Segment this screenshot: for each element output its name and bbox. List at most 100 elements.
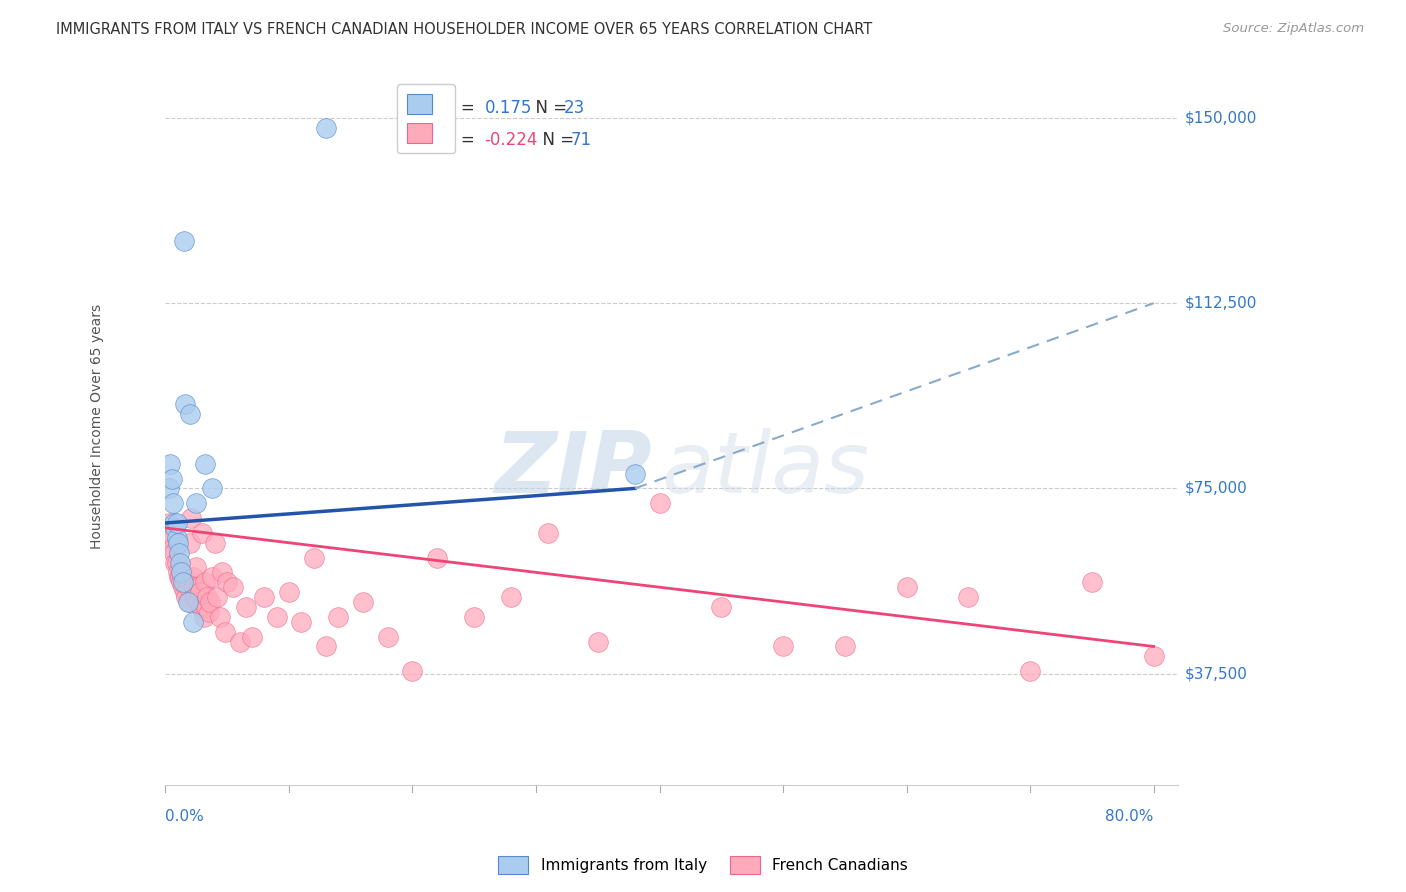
Point [352,595,374,609]
Point [166,566,188,580]
Text: $75,000: $75,000 [1185,481,1247,496]
Point [197,590,219,604]
Point [648,496,671,510]
Point [187,580,209,594]
Point [172,575,194,590]
Point [302,550,325,565]
Text: R =: R = [444,99,479,117]
Point [183,580,205,594]
Point [166,535,188,549]
Point [163,516,186,530]
Point [463,610,485,624]
Point [179,407,201,421]
Point [176,580,198,594]
Point [194,575,217,590]
Point [201,482,224,496]
Point [253,590,276,604]
Point [401,664,423,678]
Point [167,570,190,584]
Point [222,580,245,594]
Text: Householder Income Over 65 years: Householder Income Over 65 years [90,304,104,549]
Point [157,482,180,496]
Point [166,531,188,545]
Point [157,516,180,530]
Point [217,575,239,590]
Point [328,610,350,624]
Point [180,511,202,525]
Point [177,595,200,609]
Point [1143,649,1166,664]
Point [586,634,609,648]
Point [772,640,794,654]
Point [163,546,186,560]
Point [195,599,218,614]
Point [266,610,288,624]
Point [834,640,856,654]
Text: 0.175: 0.175 [485,99,531,117]
Text: $112,500: $112,500 [1185,295,1257,310]
Point [170,575,193,590]
Point [186,496,208,510]
Point [172,580,194,594]
Point [165,556,187,570]
Point [184,590,207,604]
Text: $37,500: $37,500 [1185,666,1247,681]
Point [186,560,208,574]
Point [162,496,184,510]
Point [957,590,980,604]
Text: -0.224: -0.224 [485,131,538,149]
Point [169,556,191,570]
Point [315,120,337,135]
Point [186,595,208,609]
Point [181,615,204,629]
Point [191,525,214,540]
Point [277,585,299,599]
Point [290,615,312,629]
Text: N =: N = [531,131,579,149]
Point [169,570,191,584]
Point [176,595,198,609]
Point [179,535,201,549]
Point [710,599,733,614]
Point [193,610,215,624]
Point [537,525,560,540]
Point [198,595,221,609]
Point [624,467,647,481]
Text: atlas: atlas [662,428,870,511]
Point [1081,575,1104,590]
Point [315,640,337,654]
Point [501,590,523,604]
Text: 80.0%: 80.0% [1105,810,1154,824]
Legend: Immigrants from Italy, French Canadians: Immigrants from Italy, French Canadians [492,850,914,880]
Point [194,457,217,471]
Text: 23: 23 [564,99,585,117]
Point [377,630,399,644]
Point [896,580,918,594]
Point [426,550,449,565]
Point [228,634,250,648]
Point [235,599,257,614]
Text: $150,000: $150,000 [1185,111,1257,126]
Text: Source: ZipAtlas.com: Source: ZipAtlas.com [1223,22,1364,36]
Point [166,516,188,530]
Point [208,610,231,624]
Point [188,585,211,599]
Text: IMMIGRANTS FROM ITALY VS FRENCH CANADIAN HOUSEHOLDER INCOME OVER 65 YEARS CORREL: IMMIGRANTS FROM ITALY VS FRENCH CANADIAN… [56,22,873,37]
Point [181,570,204,584]
Point [159,531,181,545]
Point [165,521,187,535]
Point [160,531,183,545]
Point [197,605,219,619]
Point [159,457,181,471]
Text: 0.0%: 0.0% [166,810,204,824]
Text: R =: R = [444,131,479,149]
Text: N =: N = [524,99,572,117]
Point [173,570,195,584]
Point [214,624,236,639]
Point [211,566,233,580]
Point [173,235,195,249]
Point [176,590,198,604]
Point [166,556,188,570]
Point [160,471,183,485]
Point [174,397,197,411]
